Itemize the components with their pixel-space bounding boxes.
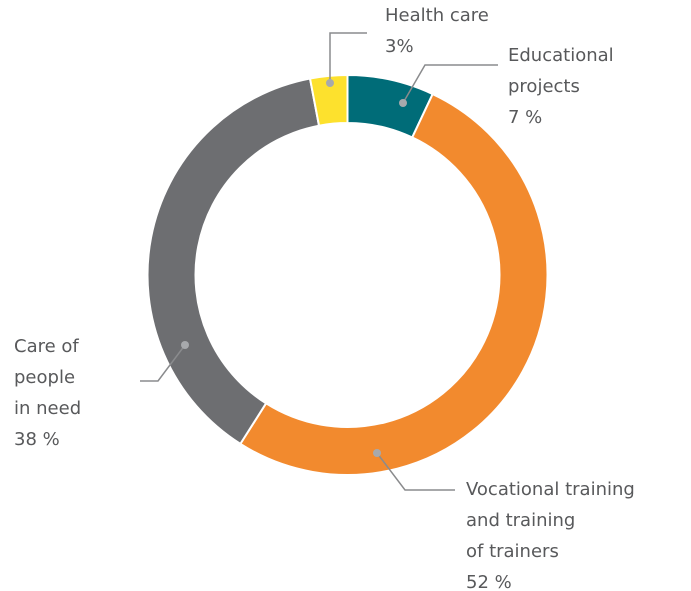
value-label: 38 % xyxy=(14,429,60,450)
category-label: Educational projects xyxy=(508,45,614,97)
value-label: 52 % xyxy=(466,572,512,591)
leader-line xyxy=(402,64,498,104)
leader-line xyxy=(376,452,455,491)
leader-dot xyxy=(181,341,189,349)
leader-dot xyxy=(326,79,334,87)
leader-dot xyxy=(399,99,407,107)
value-label: 7 % xyxy=(508,107,543,128)
value-label: 3% xyxy=(385,36,414,57)
category-label: Care of people in need xyxy=(14,336,82,419)
donut-segment xyxy=(146,77,321,446)
category-label: Health care xyxy=(385,5,489,26)
donut-segment xyxy=(238,92,549,476)
leader-line xyxy=(140,344,186,382)
leader-dot xyxy=(373,449,381,457)
donut-segment xyxy=(308,73,349,127)
leader-line xyxy=(329,32,367,83)
category-label: Vocational training and training of trai… xyxy=(466,479,635,562)
